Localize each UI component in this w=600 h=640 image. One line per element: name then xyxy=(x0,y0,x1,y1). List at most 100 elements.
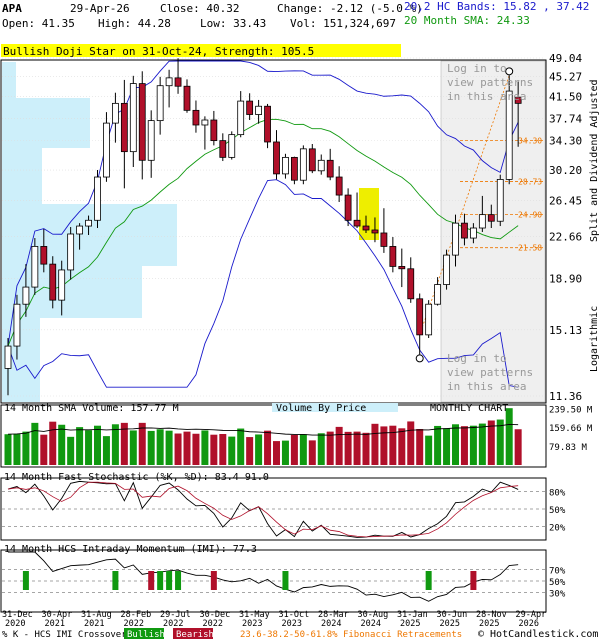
fibonacci-legend: 23.6-38.2-50-61.8% Fibonacci Retracement… xyxy=(240,630,462,640)
volume-bar-18 xyxy=(165,430,173,465)
candle-body-8 xyxy=(76,225,83,235)
x-label-year-1: 2021 xyxy=(45,619,65,629)
candle-body-48 xyxy=(434,284,442,305)
volume-bar-33 xyxy=(299,434,307,465)
candle-body-5 xyxy=(49,263,57,301)
candle-body-53 xyxy=(478,214,486,229)
lower-band xyxy=(7,179,519,388)
low-marker xyxy=(415,354,424,363)
patterns-link-bottom-2[interactable]: view patterns xyxy=(447,366,533,379)
patterns-link-top-2[interactable]: view patterns xyxy=(447,76,533,89)
candle-body-25 xyxy=(228,134,236,158)
volume-bar-14 xyxy=(129,430,137,465)
volume-bar-22 xyxy=(201,430,209,465)
price-tick-2: 41.50 xyxy=(549,91,582,104)
vbp-bar-0 xyxy=(2,62,16,98)
high-value: High: 44.28 xyxy=(98,17,171,30)
volume-bar-4 xyxy=(40,434,48,465)
x-label-year-11: 2025 xyxy=(440,619,460,629)
upper-band xyxy=(7,60,519,347)
volume-bar-49 xyxy=(443,428,451,465)
candle-body-44 xyxy=(398,266,406,270)
volume-bar-48 xyxy=(434,425,442,465)
candle-body-40 xyxy=(362,225,370,231)
patterns-link-bottom-1[interactable]: Log in to xyxy=(447,352,507,365)
price-tick-5: 30.20 xyxy=(549,164,582,177)
volume-bar-56 xyxy=(505,408,513,465)
volume-bar-50 xyxy=(452,424,459,465)
x-label-year-4: 2022 xyxy=(163,619,183,629)
high-marker xyxy=(505,67,514,76)
volume-bar-28 xyxy=(255,434,263,465)
crossover-marker-3 xyxy=(157,571,164,590)
volume-value: Vol: 151,324,697 xyxy=(290,17,396,30)
candle-body-35 xyxy=(317,159,325,172)
bullish-legend-bg xyxy=(124,628,164,639)
close-value: Close: 40.32 xyxy=(160,2,239,15)
volume-bar-0 xyxy=(4,434,12,465)
crossover-marker-5 xyxy=(175,571,182,590)
bullish-legend: Bullish xyxy=(127,630,165,640)
imi-tick-0: 70% xyxy=(549,566,566,576)
candle-body-13 xyxy=(120,102,128,153)
volume-bar-12 xyxy=(111,424,119,465)
x-label-year-12: 2025 xyxy=(479,619,499,629)
candle-body-51 xyxy=(461,222,468,239)
momentum-lines: 70% 50% 30% xyxy=(2,551,566,602)
stochastic-lines: 80% 50% 20% xyxy=(2,480,566,538)
candle-body-28 xyxy=(255,105,263,115)
crossover-marker-1 xyxy=(112,571,119,590)
volume-bar-1 xyxy=(13,433,21,465)
volume-bar-5 xyxy=(49,421,57,465)
price-tick-6: 26.45 xyxy=(549,195,582,208)
volume-tick-2: 79.83 M xyxy=(549,443,588,453)
candle-body-56 xyxy=(505,90,513,180)
volume-bar-29 xyxy=(264,430,272,465)
volume-bar-23 xyxy=(210,434,218,465)
candle-body-22 xyxy=(201,119,209,126)
candle-body-21 xyxy=(192,109,200,126)
volume-bar-54 xyxy=(487,420,495,465)
patterns-link-top-3[interactable]: in this area xyxy=(447,90,526,103)
candle-body-2 xyxy=(22,286,30,305)
price-tick-9: 15.13 xyxy=(549,324,582,337)
hc-bands-value: 20,2 HC Bands: 15.82 , 37.42 xyxy=(404,0,589,13)
price-gridlines xyxy=(2,57,545,397)
x-label-year-0: 2020 xyxy=(5,619,25,629)
candle-body-42 xyxy=(380,232,388,247)
x-label-top-7: 31-Oct xyxy=(279,610,310,620)
volume-bar-11 xyxy=(102,436,110,465)
bearish-legend: Bearish xyxy=(176,630,214,640)
volume-bar-24 xyxy=(219,433,227,465)
crossover-legend: % K - HCS IMI Crossover: xyxy=(2,630,132,640)
patterns-link-top-1[interactable]: Log in to xyxy=(447,62,507,75)
volume-bar-8 xyxy=(76,427,84,465)
crossover-marker-6 xyxy=(210,571,217,590)
patterns-link-bottom-3[interactable]: in this area xyxy=(447,380,526,393)
stochastic-panel-label: 14 Month Fast Stochastic (%K, %D): 83.4 … xyxy=(4,472,269,483)
volume-bar-13 xyxy=(120,422,128,465)
candle-body-45 xyxy=(407,268,415,300)
candle-body-26 xyxy=(237,100,245,136)
candle-body-38 xyxy=(344,194,352,221)
fib-label-3: 21.58 xyxy=(518,244,542,253)
candle-body-30 xyxy=(273,141,280,175)
imi-tick-1: 50% xyxy=(549,578,566,588)
candle-body-37 xyxy=(335,176,343,196)
candle-body-17 xyxy=(156,85,164,122)
site-credit[interactable]: © HotCandlestick.com xyxy=(478,629,598,640)
volume-bar-47 xyxy=(425,435,433,465)
volume-bar-16 xyxy=(147,430,155,465)
volume-bar-55 xyxy=(496,419,504,465)
volume-by-price-bars xyxy=(2,62,177,402)
x-label-year-9: 2024 xyxy=(361,619,381,629)
stoch-tick-1: 50% xyxy=(549,506,566,516)
volume-sma-line xyxy=(7,423,519,436)
candle-body-54 xyxy=(487,214,495,222)
imi-line xyxy=(8,551,519,602)
price-tick-7: 22.66 xyxy=(549,230,582,243)
momentum-panel-frame xyxy=(0,549,547,613)
vbp-bar-3 xyxy=(2,204,177,266)
price-tick-8: 18.90 xyxy=(549,272,582,285)
x-label-top-2: 31-Aug xyxy=(81,610,112,620)
